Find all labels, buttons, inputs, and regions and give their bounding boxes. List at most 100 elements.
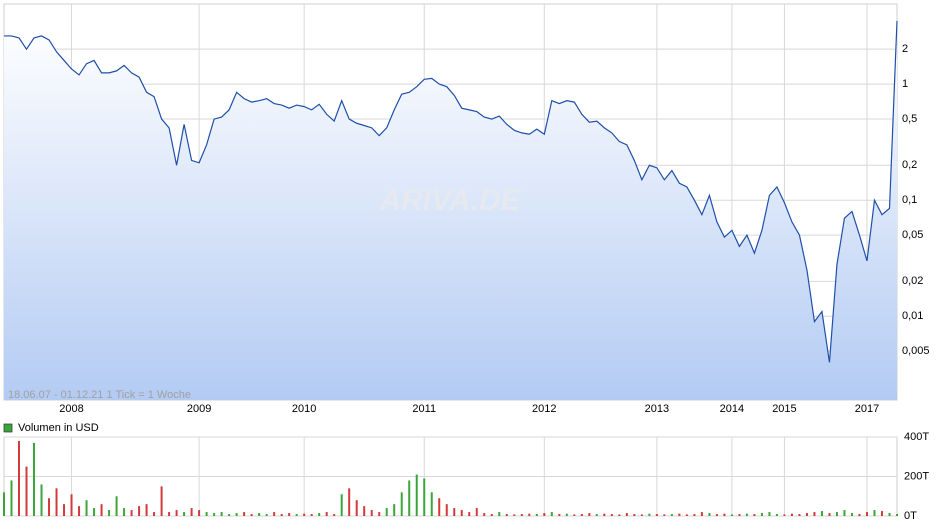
volume-bar bbox=[100, 504, 103, 516]
volume-bar bbox=[228, 514, 231, 516]
y-tick-label: 0,1 bbox=[902, 194, 917, 206]
volume-bar bbox=[865, 512, 868, 516]
volume-bar bbox=[175, 510, 178, 516]
volume-bar bbox=[280, 514, 283, 516]
volume-bar bbox=[828, 513, 831, 516]
volume-bar bbox=[595, 514, 598, 516]
volume-bar bbox=[153, 512, 156, 516]
volume-bar bbox=[3, 492, 5, 516]
volume-bar bbox=[355, 500, 358, 516]
volume-bar bbox=[190, 508, 193, 516]
y-tick-label: 2 bbox=[902, 43, 908, 55]
volume-bar bbox=[415, 474, 418, 516]
y-tick-label: 0,005 bbox=[902, 345, 930, 357]
volume-bar bbox=[55, 488, 58, 516]
volume-bar bbox=[213, 513, 216, 516]
volume-bar bbox=[648, 513, 651, 516]
volume-bar bbox=[685, 514, 688, 516]
volume-bar bbox=[363, 506, 366, 516]
volume-bar bbox=[288, 513, 291, 516]
volume-bar bbox=[198, 510, 201, 516]
volume-bar bbox=[603, 513, 606, 516]
volume-bar bbox=[896, 514, 898, 516]
x-tick-label: 2015 bbox=[772, 403, 796, 415]
volume-bar bbox=[205, 512, 208, 516]
x-tick-label: 2014 bbox=[720, 403, 744, 415]
legend-label: Volumen in USD bbox=[18, 422, 99, 434]
volume-bar bbox=[25, 466, 28, 516]
volume-bar bbox=[850, 513, 853, 516]
price-layer: 2008 2009 2010 2011 2012 2013 2014 2015 2017 2 1 0,… bbox=[4, 4, 930, 415]
y-tick-label: 0,02 bbox=[902, 275, 923, 287]
volume-bar bbox=[160, 486, 163, 516]
volume-bar bbox=[880, 511, 883, 516]
volume-bar bbox=[48, 498, 51, 516]
legend-swatch bbox=[3, 423, 13, 433]
volume-bar bbox=[445, 504, 448, 516]
volume-bar bbox=[265, 514, 268, 516]
watermark: ARIVA.DE bbox=[378, 184, 521, 217]
volume-bar bbox=[723, 513, 726, 516]
volume-bar bbox=[775, 514, 778, 516]
volume-layer: 400T 200T 0T bbox=[3, 431, 929, 522]
volume-bar bbox=[708, 513, 711, 516]
volume-bar bbox=[573, 514, 576, 516]
volume-bar bbox=[295, 514, 298, 516]
volume-bar bbox=[453, 508, 456, 516]
x-tick-label: 2012 bbox=[532, 403, 556, 415]
volume-bar bbox=[490, 514, 493, 516]
volume-bar bbox=[475, 508, 478, 516]
x-tick-label: 2010 bbox=[292, 403, 316, 415]
volume-bar bbox=[783, 514, 786, 516]
volume-bar bbox=[108, 510, 111, 516]
volume-bar bbox=[303, 513, 306, 516]
volume-bar bbox=[460, 510, 463, 516]
volume-bar bbox=[393, 504, 396, 516]
volume-bar bbox=[70, 494, 73, 516]
volume-bar bbox=[85, 500, 88, 516]
y-tick-label: 0,5 bbox=[902, 113, 917, 125]
volume-y-tick-label: 400T bbox=[904, 431, 929, 443]
volume-y-tick-label: 200T bbox=[904, 470, 929, 482]
x-tick-label: 2013 bbox=[645, 403, 669, 415]
volume-bar bbox=[558, 514, 561, 516]
volume-bar bbox=[325, 512, 328, 516]
volume-bar bbox=[700, 512, 703, 516]
volume-bar bbox=[310, 514, 313, 516]
volume-bar bbox=[805, 513, 808, 516]
volume-bar bbox=[10, 480, 13, 516]
volume-bar bbox=[528, 513, 531, 516]
volume-bar bbox=[535, 514, 538, 516]
y-tick-label: 1 bbox=[902, 78, 908, 90]
volume-bar bbox=[715, 514, 718, 516]
volume-bar bbox=[318, 513, 321, 516]
volume-bar bbox=[258, 513, 261, 516]
volume-bar bbox=[513, 514, 516, 516]
volume-bar bbox=[138, 506, 141, 516]
volume-bar bbox=[385, 508, 388, 516]
x-tick-label: 2008 bbox=[59, 403, 83, 415]
volume-bar bbox=[843, 510, 846, 516]
volume-bar bbox=[813, 512, 816, 516]
volume-bar bbox=[693, 514, 696, 516]
volume-bar bbox=[333, 514, 336, 516]
volume-bar bbox=[378, 512, 381, 516]
volume-bar bbox=[663, 514, 666, 516]
volume-bar bbox=[408, 480, 411, 516]
x-tick-label: 2009 bbox=[187, 403, 211, 415]
volume-bar bbox=[670, 514, 673, 516]
volume-bar bbox=[78, 506, 81, 516]
y-tick-label: 0,2 bbox=[902, 159, 917, 171]
volume-bar bbox=[18, 440, 21, 516]
volume-bar bbox=[400, 492, 403, 516]
volume-bar bbox=[738, 514, 741, 516]
volume-bar bbox=[220, 512, 223, 516]
volume-bar bbox=[33, 442, 36, 516]
range-annotation: 18.06.07 - 01.12.21 1 Tick = 1 Woche bbox=[8, 389, 191, 401]
volume-bar bbox=[168, 512, 171, 516]
volume-bar bbox=[565, 513, 568, 516]
volume-bar bbox=[370, 510, 373, 516]
volume-bar bbox=[730, 514, 733, 516]
